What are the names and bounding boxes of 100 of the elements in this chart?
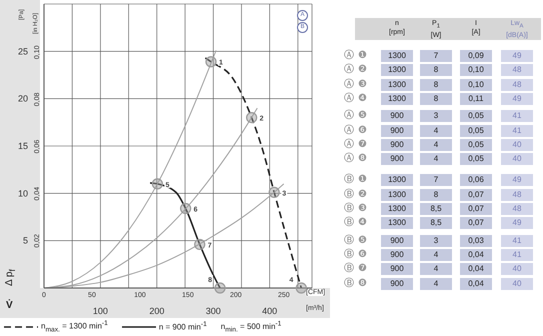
- text: 49: [512, 94, 522, 103]
- text: 40: [512, 154, 522, 164]
- y-tick-label: 15: [18, 141, 28, 151]
- y-tick-label: 5: [22, 236, 28, 246]
- point: [246, 112, 258, 124]
- category-label: Ⓐ ❹: [344, 92, 367, 104]
- text: 0,04: [468, 264, 484, 274]
- category-label: Ⓑ ❸: [344, 203, 367, 214]
- category-label: Ⓐ ❻: [344, 124, 367, 136]
- text: 3: [434, 236, 438, 245]
- text: 41: [512, 111, 522, 120]
- text: 41: [512, 236, 522, 245]
- x-axis-title: V̇: [6, 300, 13, 311]
- text: 1300: [388, 80, 406, 89]
- category-label: Ⓐ ❸: [344, 78, 367, 90]
- text: 1300: [388, 94, 406, 103]
- text: 0,11: [468, 94, 484, 103]
- x-tick-label: 400: [262, 306, 278, 316]
- y-tick-label: 10: [18, 188, 28, 198]
- category-label: Ⓑ ❺: [344, 234, 367, 246]
- text: 1300: [388, 65, 406, 74]
- text: 40: [512, 278, 522, 288]
- text: 0,05: [468, 154, 484, 164]
- x-tick-label: 300: [206, 306, 221, 316]
- text: 0,06: [468, 175, 484, 184]
- text: 900: [390, 111, 404, 120]
- point: [205, 56, 217, 68]
- y-tick-label: 20: [18, 94, 28, 104]
- category-label: Ⓑ ❻: [344, 248, 367, 260]
- text: 41: [512, 250, 522, 259]
- category-label: Ⓑ ❷: [344, 188, 367, 200]
- text: 1300: [388, 190, 406, 199]
- category-label: Ⓐ ❽: [344, 153, 367, 164]
- category-label: Ⓐ ❺: [344, 110, 367, 122]
- text: 4: [434, 126, 438, 134]
- text: 48: [512, 80, 522, 89]
- text: 4: [434, 154, 438, 164]
- y-tick-label: 25: [18, 46, 28, 56]
- text: 900: [390, 236, 404, 245]
- text: 49: [512, 218, 522, 228]
- category-label: Ⓑ ❼: [344, 263, 367, 274]
- category-label: Ⓐ ❷: [344, 64, 367, 76]
- text: 8,5: [430, 218, 442, 228]
- text: 8: [434, 94, 438, 103]
- category-label: Ⓑ ❹: [344, 217, 367, 228]
- text: 900: [390, 250, 404, 259]
- text: 0,07: [468, 218, 484, 228]
- text: 1300: [388, 175, 406, 184]
- point: [180, 202, 192, 214]
- text: n$_{min.}$ = 500 min$^{-1}$: [220, 320, 282, 334]
- point: [152, 178, 164, 190]
- text: 0,04: [468, 250, 484, 259]
- text: 0,09: [468, 51, 484, 60]
- text: 0,07: [468, 204, 484, 213]
- category-label: Ⓐ ❼: [344, 138, 367, 150]
- point: [268, 186, 280, 198]
- text: 49: [512, 175, 522, 184]
- category-label: Ⓑ ❶: [344, 174, 367, 186]
- text: 0,05: [468, 126, 484, 134]
- text: 1300: [388, 204, 406, 213]
- text: 0,05: [468, 140, 484, 149]
- text: 0,10: [468, 80, 484, 89]
- text: 900: [390, 264, 404, 274]
- text: 8: [434, 80, 438, 89]
- x-tick-label: 100: [92, 306, 108, 316]
- text: 900: [390, 154, 404, 164]
- text: 4: [434, 140, 438, 149]
- text: 4: [434, 264, 438, 274]
- text: 49: [512, 51, 522, 60]
- point: [296, 282, 307, 294]
- category-label: Ⓐ ❶: [344, 50, 367, 61]
- text: 0,07: [468, 190, 484, 199]
- text: 8: [434, 65, 438, 74]
- legend-label: n = 900 min$^{-1}$: [158, 321, 207, 332]
- text: 4: [434, 250, 438, 259]
- text: 8,5: [430, 204, 442, 213]
- text: 0,05: [468, 111, 484, 120]
- text: 0,10: [468, 65, 484, 74]
- text: 0,03: [468, 236, 484, 245]
- text: 8: [434, 190, 438, 199]
- text: 48: [512, 190, 522, 199]
- text: 1300: [388, 218, 406, 228]
- text: 40: [512, 140, 522, 149]
- text: 48: [512, 65, 522, 74]
- text: 7: [434, 175, 438, 184]
- x-tick-label: 200: [149, 306, 164, 316]
- point: [194, 238, 206, 250]
- text: 48: [512, 204, 522, 213]
- point: [214, 282, 226, 294]
- text: 3: [434, 111, 438, 120]
- legend-label: n$_{max.}$ = 1300 min$^{-1}$: [41, 320, 108, 334]
- text: 1300: [388, 51, 406, 60]
- text: 4: [434, 278, 438, 288]
- text: 900: [390, 126, 404, 134]
- text: 41: [512, 126, 522, 134]
- text: 0,04: [468, 278, 484, 288]
- text: 7: [434, 51, 438, 60]
- category-label: Ⓑ ❽: [344, 278, 367, 288]
- text: 40: [512, 264, 522, 274]
- text: 900: [390, 278, 404, 288]
